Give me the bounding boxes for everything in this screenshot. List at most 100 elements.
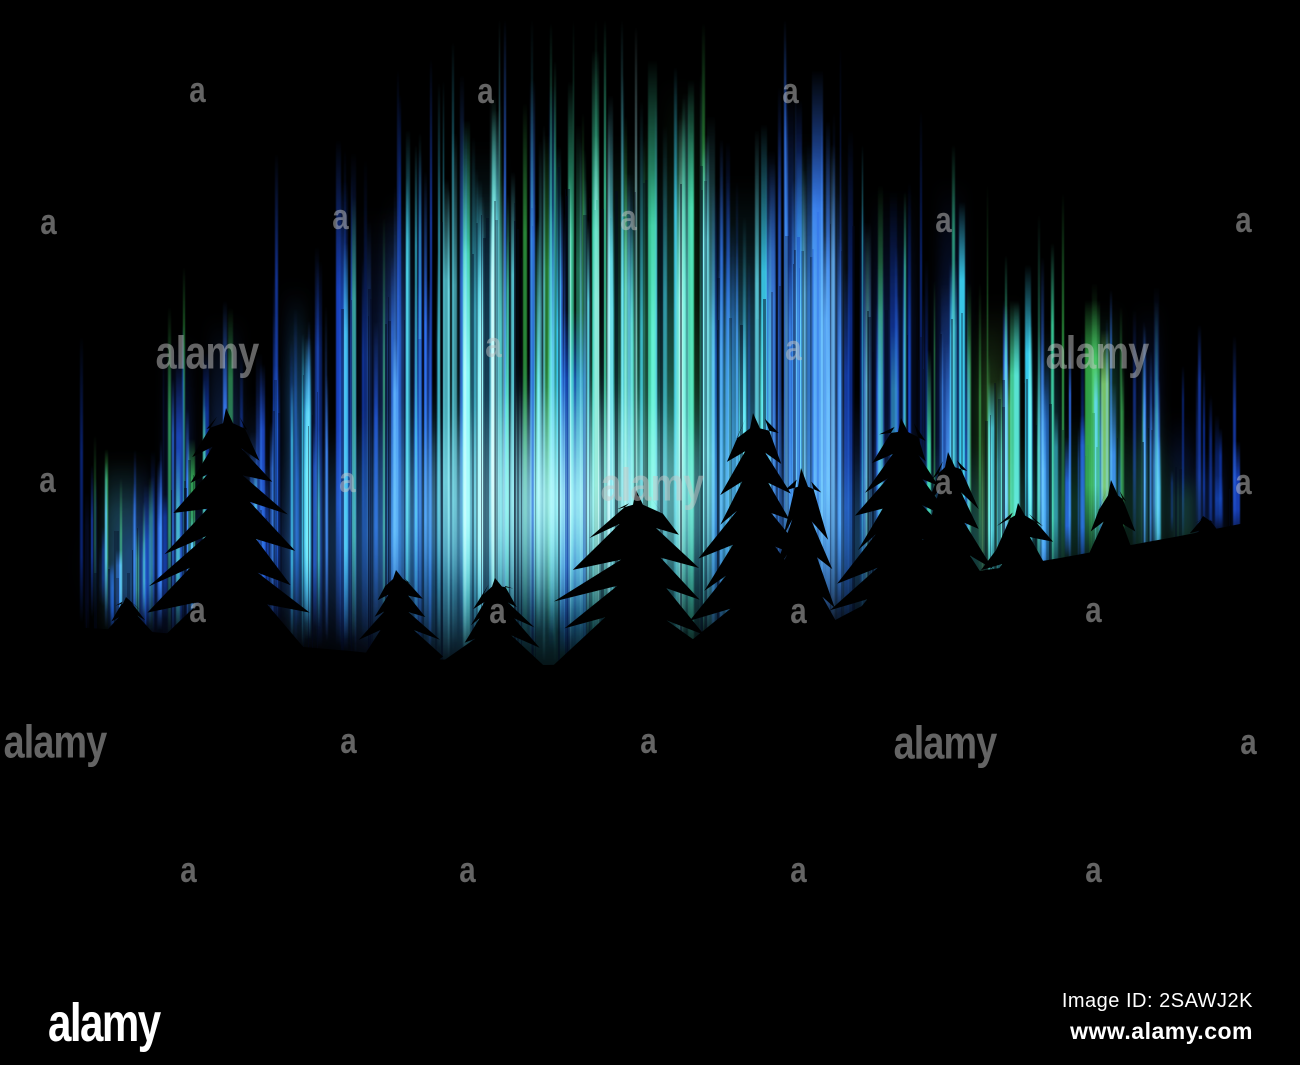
aurora-dark-gap <box>440 222 444 663</box>
conifer-silhouette <box>439 578 543 672</box>
aurora-dark-gap <box>588 198 591 664</box>
aurora-streak <box>290 383 293 641</box>
aurora-streak <box>383 217 385 641</box>
aurora-streak <box>712 184 717 639</box>
conifer-silhouette <box>101 597 158 644</box>
image-id-label: Image ID: 2SAWJ2K <box>1061 990 1253 1012</box>
aurora-streak <box>1010 300 1019 600</box>
aurora-streak <box>477 255 484 639</box>
aurora-streak <box>429 59 432 645</box>
aurora-streak <box>648 60 657 652</box>
aurora-streak <box>1003 361 1009 609</box>
conifer-silhouette <box>1254 503 1284 540</box>
aurora-streak <box>534 222 539 637</box>
aurora-streak <box>742 217 746 630</box>
aurora-streak <box>1080 333 1084 584</box>
aurora-dark-gap <box>645 180 648 664</box>
aurora-dark-gap <box>114 531 118 638</box>
aurora-streak <box>548 85 555 649</box>
aurora-streak <box>135 527 139 630</box>
aurora-dark-gap <box>181 505 185 645</box>
aurora-streak <box>366 221 371 640</box>
aurora-dark-gap <box>792 264 795 642</box>
aurora-dark-gap <box>801 251 804 642</box>
aurora-streak <box>301 334 305 646</box>
aurora-dark-gap <box>785 236 789 642</box>
aurora-dark-gap <box>369 299 373 658</box>
aurora-dark-gap <box>472 254 474 663</box>
aurora-streak <box>761 124 768 634</box>
conifer-silhouette <box>553 490 724 674</box>
aurora-dark-gap <box>600 209 604 664</box>
aurora-streak <box>922 294 925 608</box>
aurora-streak <box>677 118 686 635</box>
aurora-dark-gap <box>521 258 523 663</box>
conifer-silhouette <box>948 503 1081 636</box>
aurora-streak <box>823 236 828 638</box>
aurora-dark-gap <box>311 415 313 652</box>
aurora-streak <box>110 560 115 636</box>
aurora-streak <box>261 465 270 628</box>
aurora-streak <box>523 103 527 644</box>
aurora-streak <box>1196 364 1198 530</box>
aurora-streak <box>953 260 958 611</box>
aurora-streak <box>907 182 911 600</box>
aurora-streak <box>1143 321 1145 581</box>
aurora-dark-gap <box>404 320 406 658</box>
aurora-streak <box>472 137 475 645</box>
aurora-dark-gap <box>303 375 305 652</box>
aurora-streak <box>167 307 172 638</box>
aurora-streak <box>683 93 690 632</box>
aurora-streak <box>80 337 83 622</box>
conifer-silhouette <box>1078 480 1150 612</box>
aurora-streak <box>625 173 630 664</box>
aurora-streak <box>642 139 646 658</box>
aurora-dark-gap <box>704 181 707 664</box>
aurora-dark-gap <box>384 324 387 658</box>
aurora-dark-gap <box>475 223 478 663</box>
conifer-silhouette <box>147 408 310 660</box>
aurora-dark-gap <box>1174 467 1178 562</box>
aurora-dark-gap <box>1001 380 1005 610</box>
aurora-dark-gap <box>660 200 663 664</box>
aurora-streak <box>539 141 542 636</box>
aurora-streak <box>792 180 798 609</box>
aurora-streak <box>364 160 367 642</box>
aurora-streak <box>803 170 806 611</box>
aurora-dark-gap <box>1151 430 1154 590</box>
aurora-streak <box>978 283 982 577</box>
aurora-streak <box>492 182 495 640</box>
aurora-streak <box>1197 325 1201 556</box>
aurora-streak <box>623 209 626 654</box>
aurora-dark-gap <box>984 421 989 610</box>
aurora-streak <box>1038 329 1040 577</box>
aurora-streak <box>349 235 352 647</box>
aurora-dark-gap <box>1026 379 1028 610</box>
aurora-streak <box>628 174 633 659</box>
aurora-streak <box>1062 193 1065 592</box>
aurora-streak <box>724 248 728 655</box>
aurora-dark-gap <box>534 205 537 663</box>
aurora-streak <box>859 204 865 616</box>
aurora-streak <box>1203 368 1206 538</box>
aurora-streak <box>152 476 155 633</box>
aurora-streak <box>1077 427 1080 572</box>
aurora-streak <box>552 129 555 647</box>
aurora-dark-gap <box>131 550 134 638</box>
aurora-streak <box>542 125 546 661</box>
aurora-streak <box>1085 300 1100 565</box>
aurora-streak <box>142 540 146 613</box>
aurora-streak <box>622 75 624 629</box>
aurora-streak <box>1219 428 1223 531</box>
aurora-dark-gap <box>1048 404 1052 610</box>
aurora-streak <box>530 80 535 650</box>
aurora-dark-gap <box>716 330 718 656</box>
aurora-streak <box>182 325 184 618</box>
aurora-streak <box>1144 326 1146 581</box>
aurora-streak <box>99 546 104 604</box>
aurora-dark-gap <box>388 321 391 658</box>
conifer-silhouette <box>896 452 1017 644</box>
aurora-streak <box>554 61 557 662</box>
aurora-streak <box>144 484 151 625</box>
